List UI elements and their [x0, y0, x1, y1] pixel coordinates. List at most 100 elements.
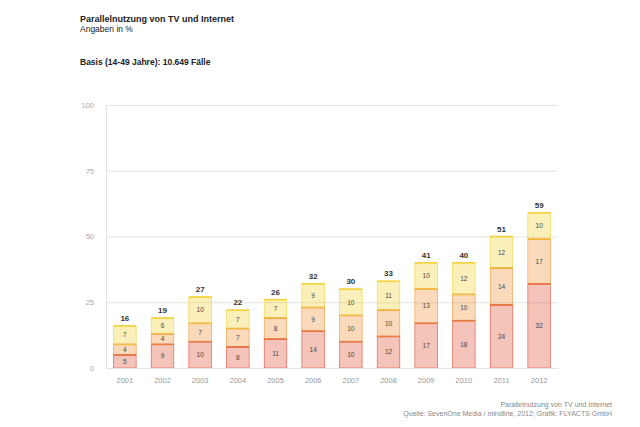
segment-label: 10: [536, 222, 544, 229]
bar-segment: [377, 281, 400, 310]
x-tick: 2010: [455, 368, 472, 385]
segment-label: 5: [123, 358, 127, 365]
y-tick-label: 50: [86, 232, 94, 241]
x-tick-label: 2010: [455, 376, 472, 385]
x-tick: 2008: [380, 368, 397, 385]
bar-segment: [453, 294, 476, 320]
x-axis-line: [107, 368, 559, 369]
bar-segment: [114, 326, 137, 344]
bar-segment: [264, 300, 287, 318]
segment-label: 13: [423, 302, 431, 309]
annotation: Basis (14-49 Jahre): 10.649 Fälle: [80, 57, 211, 67]
y-tick-label: 75: [86, 167, 94, 176]
segment-label: 6: [161, 322, 165, 329]
total-label: 33: [384, 269, 393, 278]
y-tick: 75: [86, 167, 558, 176]
total-label: 40: [459, 251, 468, 260]
bar-segment: [302, 331, 325, 368]
x-tick: 2003: [192, 368, 209, 385]
x-tick-label: 2001: [116, 376, 133, 385]
total-label: 30: [346, 277, 355, 286]
segment-label: 17: [423, 342, 431, 349]
total-label: 32: [309, 272, 318, 281]
x-tick: 2005: [267, 368, 284, 385]
bar-segment: [377, 336, 400, 368]
segment-label: 7: [236, 334, 240, 341]
y-tick-label: 100: [81, 101, 94, 110]
chart: Parallelnutzung von TV und InternetAngab…: [0, 0, 640, 427]
total-label: 51: [497, 225, 506, 234]
y-tick-label: 25: [86, 298, 94, 307]
segment-label: 24: [498, 333, 506, 340]
bar-segment: [340, 289, 363, 315]
segment-label: 10: [423, 272, 431, 279]
bar-segment-top: [302, 283, 325, 285]
x-tick: 2006: [305, 368, 322, 385]
bar-segment-top: [340, 288, 363, 290]
total-label: 27: [196, 285, 205, 294]
x-tick: 2001: [116, 368, 133, 385]
x-tick-label: 2012: [531, 376, 548, 385]
x-tick: 2004: [229, 368, 246, 385]
x-tick-label: 2006: [305, 376, 322, 385]
x-tick-label: 2003: [192, 376, 209, 385]
bar-segment: [490, 305, 513, 368]
total-label: 26: [271, 288, 280, 297]
bar-segment: [114, 355, 137, 368]
bar-segment: [189, 323, 212, 341]
segment-label: 10: [347, 351, 355, 358]
x-tick: 2002: [154, 368, 171, 385]
segment-label: 12: [498, 249, 506, 256]
bar-segment: [490, 237, 513, 269]
bar-segment: [490, 268, 513, 305]
x-tick: 2012: [531, 368, 548, 385]
bar-segment: [453, 263, 476, 295]
bar-segment-top: [453, 262, 476, 264]
bar-segment-top: [415, 262, 438, 264]
segment-label: 11: [385, 292, 392, 299]
segment-label: 14: [310, 346, 318, 353]
bar-segment: [264, 318, 287, 339]
bar-segment-top: [189, 296, 212, 298]
segment-label: 8: [236, 354, 240, 361]
segment-label: 7: [236, 316, 240, 323]
title: Parallelnutzung von TV und Internet: [80, 14, 234, 24]
x-tick-label: 2011: [493, 376, 509, 385]
x-tick-label: 2004: [229, 376, 246, 385]
bar-segment: [151, 344, 174, 368]
segment-label: 9: [311, 316, 315, 323]
segment-label: 10: [197, 351, 205, 358]
source: Quelle: SevenOne Media / mindline, 2012;…: [403, 410, 612, 418]
x-tick-label: 2009: [418, 376, 435, 385]
bar-segment: [340, 315, 363, 341]
y-axis: 0255075100: [81, 101, 558, 373]
x-tick-label: 2002: [154, 376, 171, 385]
segment-label: 7: [274, 305, 278, 312]
total-label: 59: [535, 201, 544, 210]
bar-segment: [264, 339, 287, 368]
segment-label: 10: [197, 306, 205, 313]
bar-segment: [151, 318, 174, 334]
series: [114, 239, 551, 355]
segment-label: 32: [536, 322, 544, 329]
bar-segment: [227, 310, 250, 328]
bar-segment: [528, 239, 551, 284]
bar-segment: [302, 284, 325, 308]
series: [114, 284, 551, 368]
bar-segment-top: [151, 317, 174, 319]
segment-label: 9: [161, 352, 165, 359]
y-axis-line: [107, 106, 559, 369]
bar-segment: [151, 334, 174, 345]
bar-segment: [189, 342, 212, 368]
total-label: 22: [233, 298, 242, 307]
bar-segment: [453, 321, 476, 368]
bar-segment: [114, 344, 137, 355]
segment-label: 4: [123, 346, 127, 353]
x-tick: 2011: [493, 368, 509, 385]
bar-segment: [189, 297, 212, 323]
segment-label: 7: [123, 331, 127, 338]
total-label: 16: [120, 314, 129, 323]
segment-label: 10: [347, 299, 355, 306]
bar-segment-top: [528, 212, 551, 214]
segment-label: 10: [385, 320, 393, 327]
